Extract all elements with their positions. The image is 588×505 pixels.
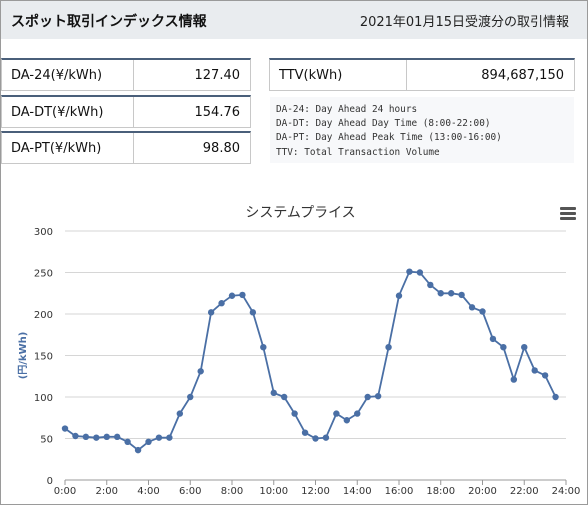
page-header: スポット取引インデックス情報 2021年01月15日受渡分の取引情報 xyxy=(1,1,587,39)
x-tick-label: 10:00 xyxy=(259,486,288,497)
ttv-value: 894,687,150 xyxy=(481,68,564,83)
data-point xyxy=(61,425,69,432)
data-point xyxy=(218,300,225,307)
y-tick-label: 100 xyxy=(34,393,53,404)
x-tick-label: 20:00 xyxy=(468,486,497,497)
x-tick-label: 18:00 xyxy=(426,486,455,497)
data-point xyxy=(385,344,392,351)
data-point xyxy=(531,367,538,374)
data-point xyxy=(468,304,476,311)
index-value: 98.80 xyxy=(202,141,240,156)
chart-title: システムプライス xyxy=(245,205,355,221)
y-axis-label: (円/kWh) xyxy=(17,332,29,380)
x-tick-label: 4:00 xyxy=(137,486,159,497)
data-point xyxy=(354,410,361,417)
data-point xyxy=(343,417,351,424)
index-card-dapt: DA-PT(¥/kWh) 98.80 xyxy=(1,131,251,164)
series-line xyxy=(64,270,557,452)
data-point xyxy=(458,291,465,299)
data-point xyxy=(187,393,194,401)
ttv-label: TTV(kWh) xyxy=(270,60,407,90)
index-label: DA-24(¥/kWh) xyxy=(2,60,134,90)
index-value: 154.76 xyxy=(194,105,241,120)
y-tick-label: 50 xyxy=(40,435,53,446)
data-point xyxy=(406,268,413,275)
y-tick-label: 200 xyxy=(34,310,53,321)
data-point xyxy=(301,429,309,436)
data-point xyxy=(312,435,319,442)
y-tick-label: 300 xyxy=(34,227,53,238)
data-point xyxy=(322,434,330,441)
data-point xyxy=(103,433,110,441)
y-tick-label: 150 xyxy=(34,352,53,363)
x-tick-label: 2:00 xyxy=(96,486,118,497)
data-point xyxy=(374,392,382,400)
x-tick-label: 14:00 xyxy=(343,486,372,497)
data-point xyxy=(249,309,257,316)
legend-line: DA-DT: Day Ahead Day Time (8:00-22:00) xyxy=(276,118,491,130)
data-point xyxy=(124,438,131,446)
data-point xyxy=(155,434,163,441)
data-point xyxy=(479,308,486,315)
data-point xyxy=(197,368,204,375)
legend-line: DA-PT: Day Ahead Peak Time (13:00-16:00) xyxy=(276,132,502,144)
data-point xyxy=(333,410,340,417)
index-card-dadt: DA-DT(¥/kWh) 154.76 xyxy=(1,95,251,128)
legend-line: DA-24: Day Ahead 24 hours xyxy=(276,104,418,115)
data-point xyxy=(552,393,559,401)
data-point xyxy=(207,309,215,316)
data-point xyxy=(500,344,507,351)
data-point xyxy=(437,290,444,297)
x-tick-label: 24:00 xyxy=(552,486,581,497)
y-tick-label: 0 xyxy=(47,476,53,487)
data-point xyxy=(260,344,267,351)
data-point xyxy=(228,292,236,299)
legend-line: TTV: Total Transaction Volume xyxy=(276,146,440,158)
data-point xyxy=(145,438,152,446)
data-point xyxy=(416,269,424,276)
data-point xyxy=(364,393,371,401)
x-tick-label: 8:00 xyxy=(221,486,243,497)
data-point xyxy=(176,410,184,417)
data-point xyxy=(93,434,100,441)
data-point xyxy=(291,410,298,417)
data-point xyxy=(113,433,121,441)
x-tick-label: 6:00 xyxy=(179,486,201,497)
index-value: 127.40 xyxy=(194,68,241,83)
index-label: DA-DT(¥/kWh) xyxy=(2,97,134,127)
system-price-chart: システムプライス 0 50 100 150 200 250 300 0:00 2:00 4:00 6:… xyxy=(0,195,588,505)
data-point xyxy=(510,376,518,383)
index-label: DA-PT(¥/kWh) xyxy=(2,133,134,163)
data-point xyxy=(72,432,79,440)
x-tick-label: 22:00 xyxy=(510,486,539,497)
data-point xyxy=(447,290,455,297)
page-title: スポット取引インデックス情報 xyxy=(11,14,207,30)
data-point xyxy=(427,281,434,289)
x-tick-label: 12:00 xyxy=(301,486,330,497)
data-point xyxy=(280,393,288,401)
data-point xyxy=(134,446,142,454)
delivery-date-text: 2021年01月15日受渡分の取引情報 xyxy=(359,15,569,30)
abbreviation-legend: DA-24: Day Ahead 24 hours DA-DT: Day Ahe… xyxy=(270,97,574,163)
data-point xyxy=(489,335,497,343)
data-point xyxy=(239,291,246,299)
data-point xyxy=(521,344,528,351)
ttv-card: TTV(kWh) 894,687,150 xyxy=(269,58,575,91)
hamburger-menu-icon[interactable] xyxy=(560,207,576,221)
data-point xyxy=(270,389,277,397)
x-tick-label: 0:00 xyxy=(54,486,76,497)
y-tick-label: 250 xyxy=(34,269,53,280)
data-point xyxy=(166,434,173,441)
chart-svg: システムプライス 0 50 100 150 200 250 300 0:00 2:00 4:00 6:… xyxy=(17,205,581,497)
data-point xyxy=(82,433,90,441)
data-point xyxy=(541,372,549,379)
index-card-da24: DA-24(¥/kWh) 127.40 xyxy=(1,58,251,91)
data-point xyxy=(395,292,403,299)
x-tick-label: 16:00 xyxy=(385,486,414,497)
